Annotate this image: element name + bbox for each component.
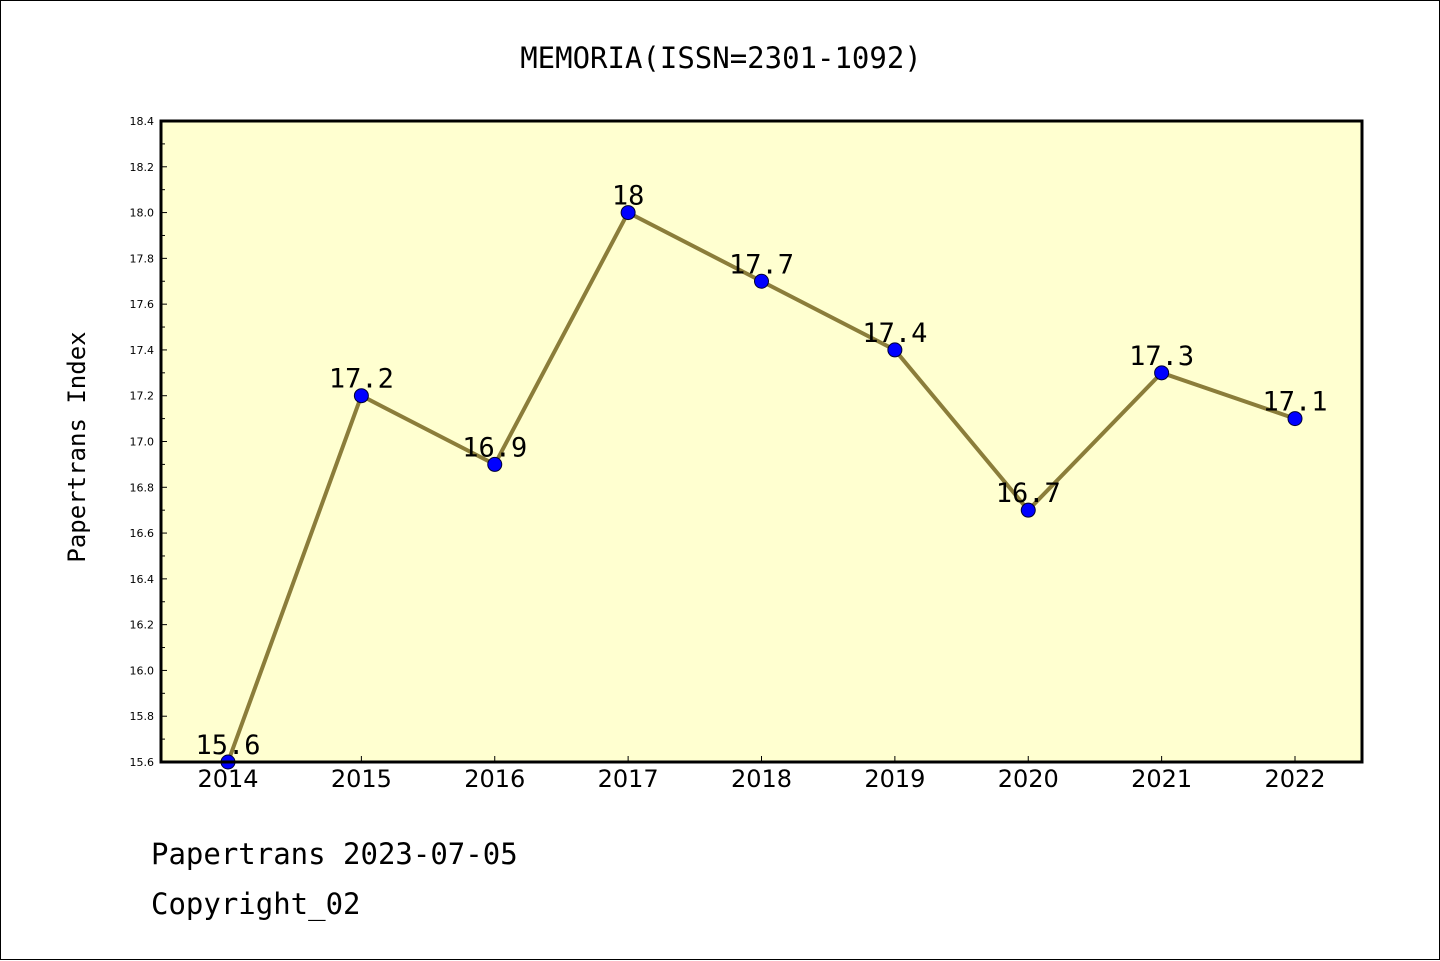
y-tick-label: 17.6 <box>130 298 155 311</box>
y-tick-label: 17.0 <box>130 436 155 449</box>
data-point <box>1287 411 1303 427</box>
y-tick-label: 17.4 <box>130 344 155 357</box>
y-tick-label: 17.2 <box>130 390 155 403</box>
x-tick-label: 2019 <box>864 765 925 793</box>
footer-date: Papertrans 2023-07-05 <box>151 837 518 871</box>
data-point <box>620 205 636 221</box>
data-point <box>1154 365 1170 381</box>
x-tick-label: 2017 <box>598 765 659 793</box>
y-tick-label: 16.8 <box>130 481 155 494</box>
data-label: 17.2 <box>329 364 394 395</box>
y-tick-label: 18.0 <box>130 207 155 220</box>
y-tick-label: 15.6 <box>130 756 155 769</box>
data-point <box>353 388 369 404</box>
data-label: 15.6 <box>195 730 260 761</box>
y-tick-label: 17.8 <box>130 252 155 265</box>
x-tick-label: 2016 <box>464 765 525 793</box>
x-tick-label: 2015 <box>331 765 392 793</box>
y-tick-label: 16.0 <box>130 664 155 677</box>
data-point <box>887 342 903 358</box>
x-tick-label: 2020 <box>998 765 1059 793</box>
data-label: 17.7 <box>729 249 794 280</box>
y-axis: 15.6 15.8 16.0 16.2 16.4 16.6 16.8 17.0 17.2 17.4… <box>130 115 167 769</box>
data-point <box>754 273 769 289</box>
x-tick-label: 2018 <box>731 765 792 793</box>
plot-area <box>161 121 1362 762</box>
x-tick-label: 2022 <box>1264 765 1325 793</box>
y-tick-label: 15.8 <box>130 710 155 723</box>
y-tick-label: 16.6 <box>130 527 155 540</box>
x-tick-label: 2021 <box>1131 765 1192 793</box>
data-labels: 15.6 17.2 16.9 18 17.7 17.4 16.7 17.3 17.1 <box>195 181 1327 761</box>
data-markers <box>220 205 1303 770</box>
data-point <box>1020 502 1036 518</box>
data-label: 18 <box>612 181 645 212</box>
data-point <box>487 456 503 472</box>
data-label: 17.4 <box>862 318 927 349</box>
y-axis-label: Papertrans Index <box>63 331 91 562</box>
chart-title: MEMORIA(ISSN=2301-1092) <box>520 41 922 75</box>
data-label: 17.1 <box>1262 387 1327 418</box>
data-label: 16.9 <box>462 432 527 463</box>
y-tick-label: 18.2 <box>130 161 155 174</box>
data-label: 16.7 <box>996 478 1061 509</box>
data-label: 17.3 <box>1129 341 1194 372</box>
y-tick-label: 18.4 <box>130 115 155 128</box>
y-tick-label: 16.4 <box>130 573 155 586</box>
plot-border <box>159 119 1364 764</box>
y-tick-label: 16.2 <box>130 619 155 632</box>
x-tick-label: 2014 <box>197 765 258 793</box>
footer-copyright: Copyright_02 <box>151 887 361 921</box>
x-axis: 2014 2015 2016 2017 2018 2019 2020 2021 2022 <box>197 756 1326 793</box>
